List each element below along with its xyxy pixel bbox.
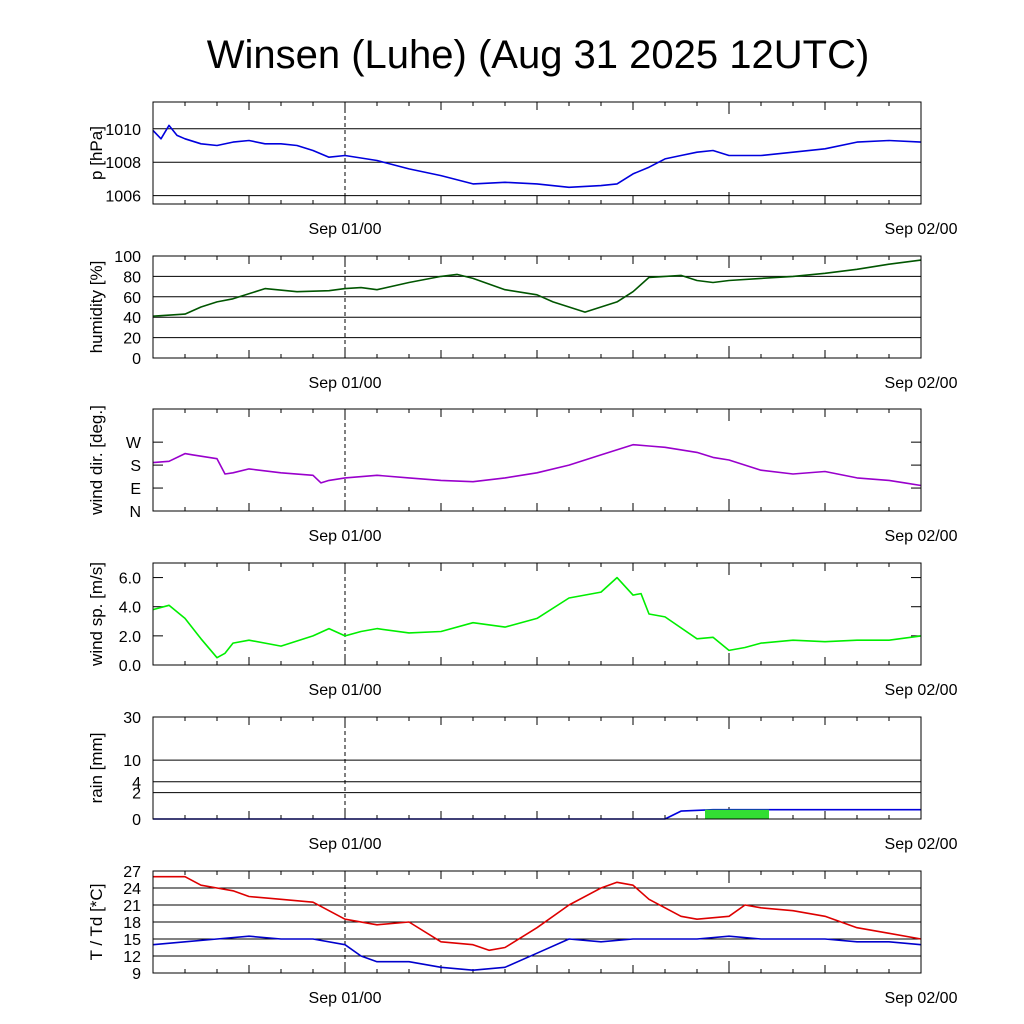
x-tick-label: Sep 02/00 — [885, 990, 958, 1007]
y-tick-label: 6.0 — [119, 571, 141, 588]
y-tick-label: 9 — [132, 966, 141, 983]
y-axis-label: p [hPa] — [87, 126, 106, 180]
y-axis-label: wind dir. [deg.] — [87, 405, 106, 516]
plot-frame — [152, 562, 922, 666]
y-axis-label: humidity [%] — [87, 261, 106, 354]
y-tick-label: 21 — [123, 898, 141, 915]
y-tick-label: 10 — [123, 753, 141, 770]
y-tick-label: W — [126, 435, 142, 452]
plot-frame — [152, 101, 922, 205]
y-tick-label: 2.0 — [119, 629, 141, 646]
y-tick-label: 1006 — [105, 189, 141, 206]
y-tick-label: 100 — [114, 249, 141, 266]
y-tick-label: 30 — [123, 710, 141, 727]
y-tick-label: 0 — [132, 812, 141, 829]
y-tick-label: E — [130, 481, 141, 498]
y-axis-label: T / Td [*C] — [87, 884, 106, 961]
panel-3: 0.0 2.0 4.0 6.0 wind sp. [m/s] Sep 01/00 Sep 0… — [87, 562, 958, 699]
x-tick-label: Sep 01/00 — [309, 682, 382, 699]
rain-bar — [705, 809, 769, 819]
series-line-0 — [152, 576, 922, 659]
x-tick-label: Sep 02/00 — [885, 682, 958, 699]
series-line-1 — [152, 935, 922, 972]
chart-title: Winsen (Luhe) (Aug 31 2025 12UTC) — [207, 33, 870, 77]
y-tick-label: 20 — [123, 331, 141, 348]
y-tick-label: 27 — [123, 864, 141, 881]
panel-4: 0 24 10 30 rain [mm] Sep 01/00 Sep 02/00 — [87, 710, 958, 853]
y-tick-label: 15 — [123, 932, 141, 949]
x-tick-label: Sep 02/00 — [885, 221, 958, 238]
x-tick-label: Sep 01/00 — [309, 221, 382, 238]
x-tick-label: Sep 01/00 — [309, 990, 382, 1007]
y-tick-label: N — [129, 504, 141, 521]
x-tick-label: Sep 01/00 — [309, 375, 382, 392]
y-tick-label: 12 — [123, 949, 141, 966]
plot-frame — [152, 255, 922, 359]
panel-1: 0 20 40 60 80 100 humidity [%] Sep 01/00 Sep 02/… — [87, 249, 958, 392]
y-tick-label: 4.0 — [119, 600, 141, 617]
y-tick-label: S — [130, 458, 141, 475]
series-line-0 — [152, 443, 922, 487]
y-tick-label: 0 — [132, 351, 141, 368]
y-axis-label: rain [mm] — [87, 733, 106, 804]
y-tick-label: 80 — [123, 269, 141, 286]
y-tick-label: 40 — [123, 310, 141, 327]
x-tick-label: Sep 01/00 — [309, 528, 382, 545]
y-axis-label: wind sp. [m/s] — [87, 562, 106, 667]
y-tick-label: 2 — [132, 786, 141, 803]
x-tick-label: Sep 02/00 — [885, 836, 958, 853]
plot-frame — [152, 408, 922, 512]
y-tick-label: 18 — [123, 915, 141, 932]
y-tick-label: 0.0 — [119, 658, 141, 675]
y-tick-label: 1008 — [105, 155, 141, 172]
y-tick-label: 60 — [123, 290, 141, 307]
y-tick-label: 1010 — [105, 122, 141, 139]
y-tick-label: 24 — [123, 881, 141, 898]
series-line-0 — [152, 124, 922, 189]
x-tick-label: Sep 01/00 — [309, 836, 382, 853]
x-tick-label: Sep 02/00 — [885, 528, 958, 545]
plot-frame — [152, 716, 922, 820]
x-tick-label: Sep 02/00 — [885, 375, 958, 392]
y-tick-label: 4 — [132, 775, 141, 792]
plot-frame — [152, 870, 922, 974]
series-line-0 — [152, 259, 922, 317]
